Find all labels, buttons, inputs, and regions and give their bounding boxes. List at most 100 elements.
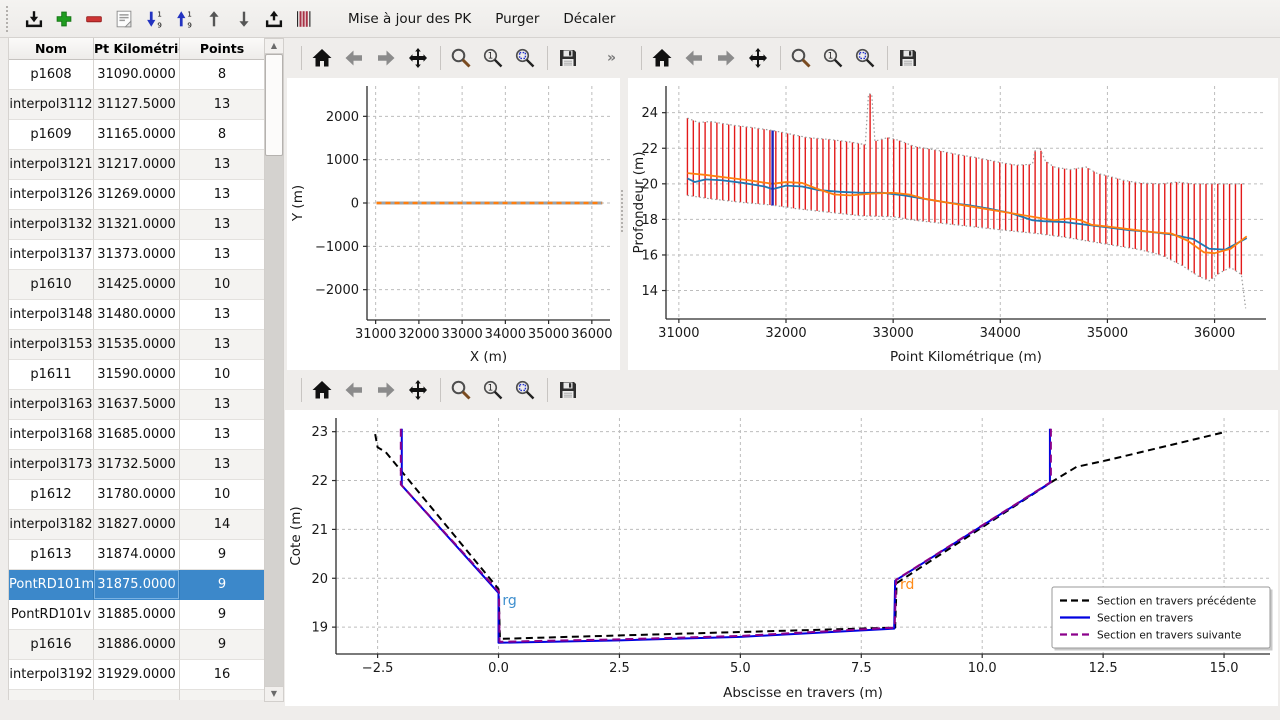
- table-cell[interactable]: 31165.0000: [94, 120, 180, 150]
- table-row[interactable]: interpol3112 31127.5000 13: [9, 90, 264, 120]
- table-cell[interactable]: 31090.0000: [94, 60, 180, 90]
- trace-plot-canvas[interactable]: 31000 32000 33000 34000 35000 36000 −2000 −1000…: [287, 78, 620, 370]
- table-cell[interactable]: [180, 690, 264, 700]
- table-cell[interactable]: interpol3148: [9, 300, 94, 330]
- table-cell[interactable]: PontRD101m: [9, 570, 94, 600]
- table-row[interactable]: [9, 690, 264, 700]
- toolbar-button-1[interactable]: Purger: [495, 10, 540, 27]
- table-cell[interactable]: 31827.0000: [94, 510, 180, 540]
- table-row[interactable]: interpol3153 31535.0000 13: [9, 330, 264, 360]
- table-cell[interactable]: 31685.0000: [94, 420, 180, 450]
- zoom-button[interactable]: [786, 43, 815, 73]
- table-row[interactable]: p1609 31165.0000 8: [9, 120, 264, 150]
- table-cell[interactable]: interpol3173: [9, 450, 94, 480]
- scrollbar-thumb[interactable]: [265, 54, 283, 156]
- profile-plot-canvas[interactable]: 31000 32000 33000 34000 35000 36000 14 16 18 20 22…: [628, 78, 1278, 370]
- table-cell[interactable]: interpol3132: [9, 210, 94, 240]
- splitter-handle[interactable]: [621, 190, 627, 232]
- pan-button[interactable]: [403, 375, 432, 405]
- table-cell[interactable]: 13: [180, 300, 264, 330]
- table-cell[interactable]: 13: [180, 450, 264, 480]
- table-cell[interactable]: 13: [180, 90, 264, 120]
- table-cell[interactable]: p1608: [9, 60, 94, 90]
- remove-button[interactable]: [80, 5, 108, 33]
- table-cell[interactable]: 31535.0000: [94, 330, 180, 360]
- table-cell[interactable]: p1613: [9, 540, 94, 570]
- table-cell[interactable]: 31590.0000: [94, 360, 180, 390]
- table-cell[interactable]: [9, 690, 94, 700]
- table-cell[interactable]: p1610: [9, 270, 94, 300]
- table-row[interactable]: interpol3121 31217.0000 13: [9, 150, 264, 180]
- scroll-down-icon[interactable]: ▼: [265, 686, 283, 701]
- column-header-2[interactable]: Points: [180, 38, 264, 59]
- table-cell[interactable]: 13: [180, 150, 264, 180]
- table-row[interactable]: interpol3168 31685.0000 13: [9, 420, 264, 450]
- table-row[interactable]: PontRD101m 31875.0000 9: [9, 570, 264, 600]
- table-cell[interactable]: 31780.0000: [94, 480, 180, 510]
- table-cell[interactable]: p1612: [9, 480, 94, 510]
- table-cell[interactable]: interpol3137: [9, 240, 94, 270]
- pan-button[interactable]: [743, 43, 772, 73]
- table-cell[interactable]: 13: [180, 240, 264, 270]
- table-cell[interactable]: 13: [180, 210, 264, 240]
- table-cell[interactable]: 31886.0000: [94, 630, 180, 660]
- zoom-fit-button[interactable]: [510, 43, 539, 73]
- table-cell[interactable]: interpol3153: [9, 330, 94, 360]
- scroll-up-icon[interactable]: ▲: [265, 39, 283, 54]
- table-cell[interactable]: [94, 690, 180, 700]
- save-button[interactable]: [553, 375, 582, 405]
- zoom-button[interactable]: [446, 375, 475, 405]
- forward-button[interactable]: [371, 375, 400, 405]
- table-row[interactable]: p1610 31425.0000 10: [9, 270, 264, 300]
- table-cell[interactable]: 31875.0000: [94, 570, 180, 600]
- table-cell[interactable]: interpol3182: [9, 510, 94, 540]
- table-cell[interactable]: 31732.5000: [94, 450, 180, 480]
- table-row[interactable]: interpol3148 31480.0000 13: [9, 300, 264, 330]
- save-button[interactable]: [553, 43, 582, 73]
- forward-button[interactable]: [371, 43, 400, 73]
- zoom-button[interactable]: [446, 43, 475, 73]
- column-header-0[interactable]: Nom: [9, 38, 94, 59]
- table-row[interactable]: interpol3137 31373.0000 13: [9, 240, 264, 270]
- home-button[interactable]: [307, 375, 336, 405]
- table-cell[interactable]: 31127.5000: [94, 90, 180, 120]
- toolbar-button-0[interactable]: Mise à jour des PK: [348, 10, 472, 27]
- forward-button[interactable]: [711, 43, 740, 73]
- pan-button[interactable]: [403, 43, 432, 73]
- sections-button[interactable]: [290, 5, 318, 33]
- table-row[interactable]: interpol3163 31637.5000 13: [9, 390, 264, 420]
- table-cell[interactable]: 31874.0000: [94, 540, 180, 570]
- table-cell[interactable]: interpol3112: [9, 90, 94, 120]
- table-cell[interactable]: 8: [180, 120, 264, 150]
- table-row[interactable]: p1613 31874.0000 9: [9, 540, 264, 570]
- table-cell[interactable]: 9: [180, 630, 264, 660]
- back-button[interactable]: [339, 43, 368, 73]
- table-cell[interactable]: 8: [180, 60, 264, 90]
- table-cell[interactable]: 10: [180, 270, 264, 300]
- table-row[interactable]: p1616 31886.0000 9: [9, 630, 264, 660]
- table-cell[interactable]: 31480.0000: [94, 300, 180, 330]
- table-row[interactable]: interpol3192 31929.0000 16: [9, 660, 264, 690]
- table-row[interactable]: interpol3173 31732.5000 13: [9, 450, 264, 480]
- export-button[interactable]: [260, 5, 288, 33]
- add-button[interactable]: [50, 5, 78, 33]
- table-cell[interactable]: 13: [180, 420, 264, 450]
- table-cell[interactable]: 31321.0000: [94, 210, 180, 240]
- table-cell[interactable]: 13: [180, 180, 264, 210]
- back-button[interactable]: [339, 375, 368, 405]
- toolbar-overflow-chevron[interactable]: »: [607, 50, 617, 66]
- edit-pk-button[interactable]: [110, 5, 138, 33]
- table-row[interactable]: p1612 31780.0000 10: [9, 480, 264, 510]
- table-cell[interactable]: 31373.0000: [94, 240, 180, 270]
- table-row[interactable]: p1611 31590.0000 10: [9, 360, 264, 390]
- table-cell[interactable]: p1609: [9, 120, 94, 150]
- table-cell[interactable]: 16: [180, 660, 264, 690]
- table-cell[interactable]: 31217.0000: [94, 150, 180, 180]
- home-button[interactable]: [647, 43, 676, 73]
- section-plot-canvas[interactable]: −2.5 0.0 2.5 5.0 7.5 10.0 12.5 15.0 19 20 21 22 23 Ab…: [285, 410, 1278, 706]
- table-cell[interactable]: interpol3192: [9, 660, 94, 690]
- import-button[interactable]: [20, 5, 48, 33]
- zoom-fit-button[interactable]: [850, 43, 879, 73]
- zoom-region-button[interactable]: 1: [478, 375, 507, 405]
- table-cell[interactable]: 9: [180, 540, 264, 570]
